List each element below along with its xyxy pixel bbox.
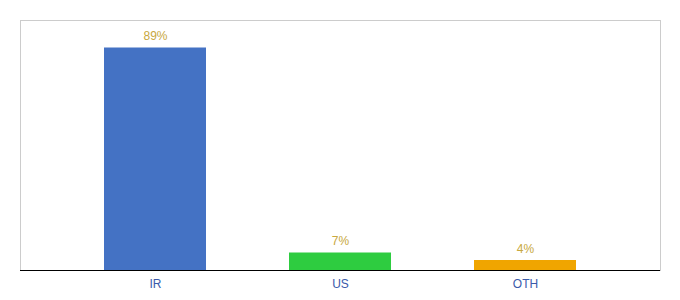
svg-text:OTH: OTH bbox=[513, 277, 538, 291]
svg-text:US: US bbox=[332, 277, 349, 291]
svg-text:4%: 4% bbox=[517, 242, 535, 256]
svg-text:89%: 89% bbox=[143, 29, 167, 43]
svg-text:IR: IR bbox=[150, 277, 162, 291]
svg-text:7%: 7% bbox=[332, 234, 350, 248]
